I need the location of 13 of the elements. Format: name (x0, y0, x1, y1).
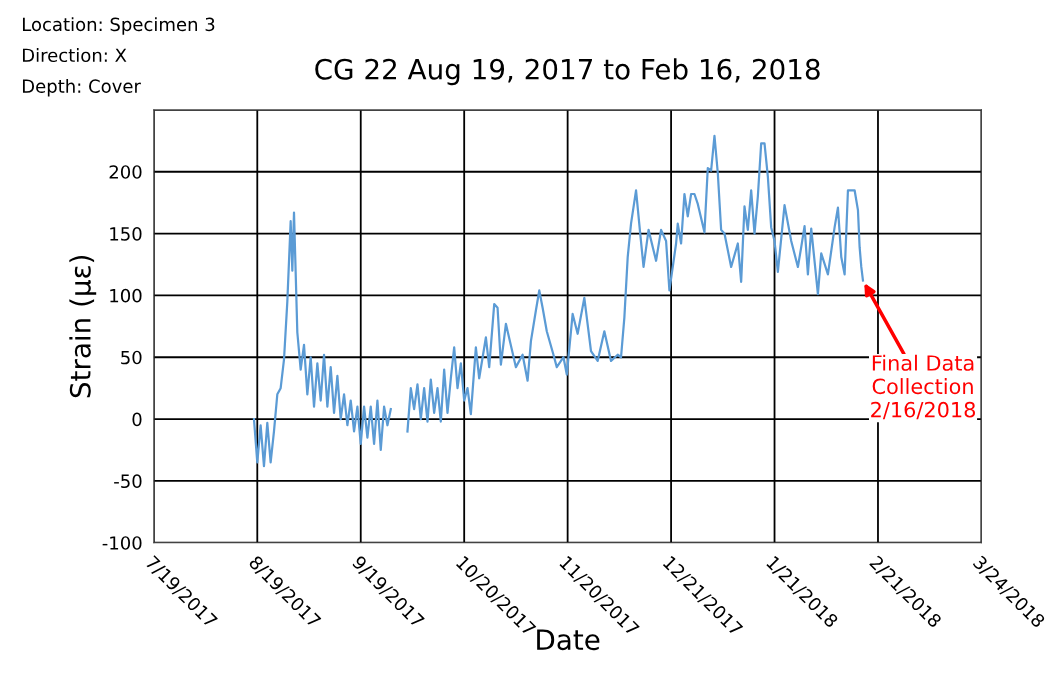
y-tick-label: 200 (109, 165, 142, 179)
y-tick-label: -50 (114, 474, 142, 489)
text: Direction: X (22, 48, 127, 63)
annotation: Final Data Collection 2/16/2018 (871, 354, 976, 420)
y-axis-title: Strain (με) (69, 255, 97, 398)
y-tick-label: 150 (110, 227, 142, 241)
y-tick-label: 100 (110, 288, 142, 303)
chart-title: CG 22 Aug 19, 2017 to Feb 16, 2018 (315, 58, 820, 86)
y-tick-label: 50 (121, 350, 142, 365)
text: Depth: Cover (22, 79, 141, 97)
text: Location: Specimen 3 (22, 17, 215, 35)
y-tick-label: 0 (132, 412, 142, 427)
y-tick-label: -100 (102, 536, 142, 550)
